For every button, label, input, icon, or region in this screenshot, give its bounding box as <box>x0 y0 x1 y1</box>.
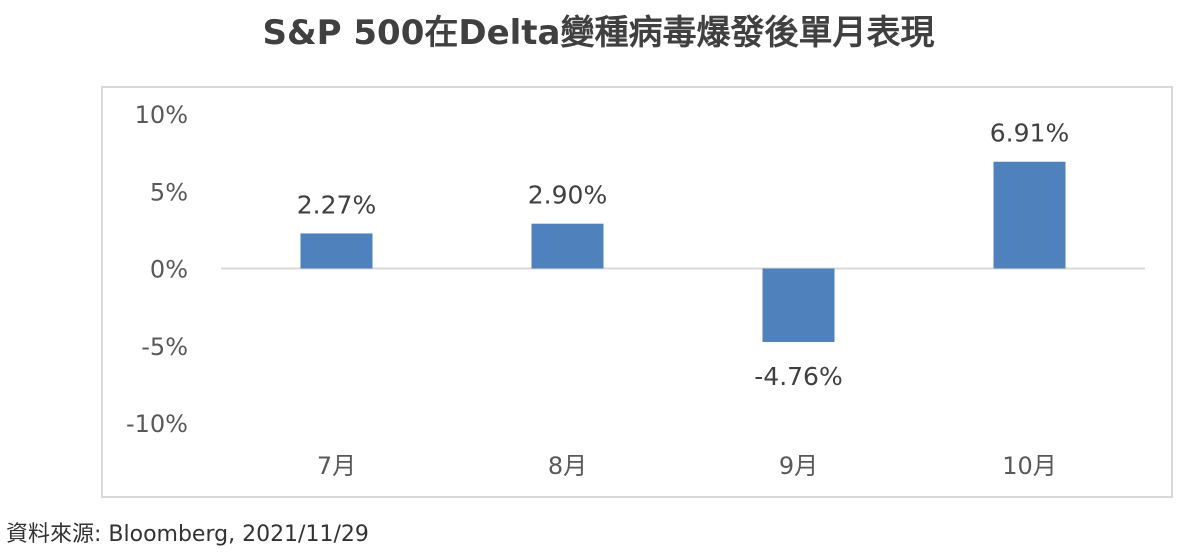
y-tick-label: -5% <box>141 333 188 361</box>
category-label: 7月 <box>317 452 356 480</box>
y-axis-ticks: 10% 5% 0% -5% -10% <box>126 101 188 438</box>
y-tick-label: 0% <box>150 256 188 284</box>
data-label: 6.91% <box>990 119 1069 148</box>
category-label: 10月 <box>1002 452 1057 480</box>
data-label: 2.90% <box>528 181 607 210</box>
category-label: 8月 <box>548 452 587 480</box>
bars <box>300 161 1066 343</box>
bar <box>993 161 1066 269</box>
category-label: 9月 <box>779 452 818 480</box>
data-label: -4.76% <box>754 362 842 391</box>
y-tick-label: -10% <box>126 410 188 438</box>
data-labels: 2.27% 2.90% -4.76% 6.91% <box>297 119 1069 391</box>
source-note: 資料來源: Bloomberg, 2021/11/29 <box>6 522 369 547</box>
y-tick-label: 10% <box>135 101 188 129</box>
bar <box>300 233 373 269</box>
plot-area <box>101 86 1173 498</box>
chart-title: S&P 500在Delta變種病毒爆發後單月表現 <box>262 13 935 53</box>
y-tick-label: 5% <box>150 178 188 206</box>
bar <box>762 268 835 343</box>
data-label: 2.27% <box>297 190 376 219</box>
category-labels: 7月 8月 9月 10月 <box>317 452 1057 480</box>
bar <box>531 223 604 269</box>
